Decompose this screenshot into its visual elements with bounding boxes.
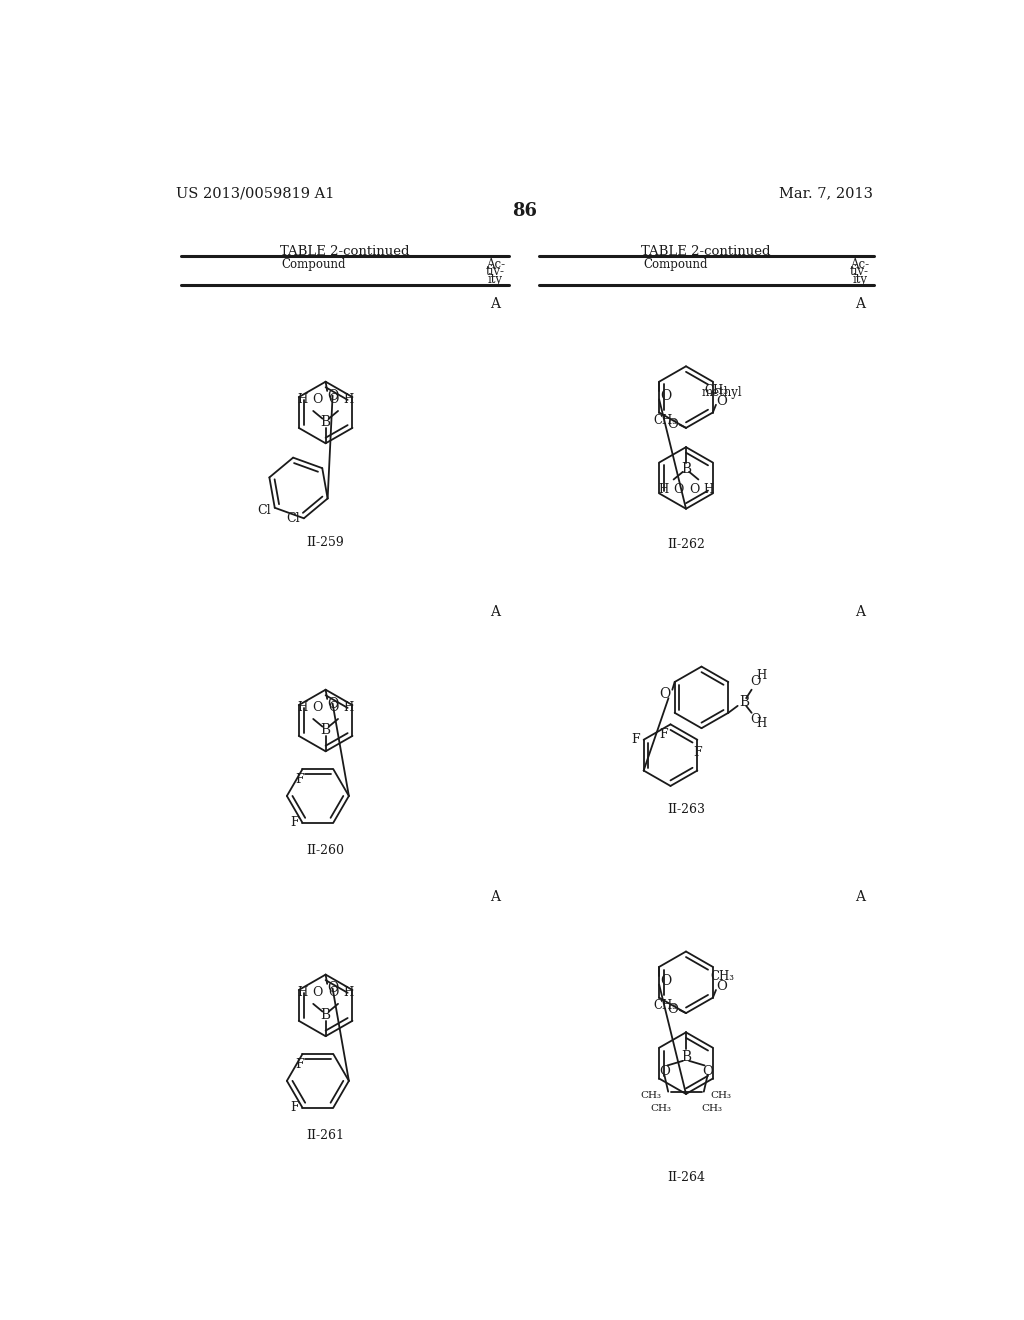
Text: Cl: Cl — [287, 512, 300, 525]
Text: F: F — [693, 746, 701, 759]
Text: CH₃: CH₃ — [654, 413, 678, 426]
Text: F: F — [296, 1059, 304, 1071]
Text: II-261: II-261 — [306, 1129, 345, 1142]
Text: A: A — [490, 890, 501, 904]
Text: US 2013/0059819 A1: US 2013/0059819 A1 — [176, 186, 335, 201]
Text: A: A — [490, 297, 501, 312]
Text: A: A — [855, 297, 864, 312]
Text: O: O — [328, 388, 338, 403]
Text: H: H — [343, 393, 353, 407]
Text: O: O — [689, 483, 699, 496]
Text: CH₃: CH₃ — [650, 1104, 671, 1113]
Text: F: F — [290, 816, 299, 829]
Text: TABLE 2-continued: TABLE 2-continued — [281, 244, 410, 257]
Text: O: O — [312, 701, 323, 714]
Text: H: H — [757, 718, 767, 730]
Text: tiv-: tiv- — [850, 265, 869, 279]
Text: A: A — [855, 605, 864, 619]
Text: II-262: II-262 — [667, 539, 705, 550]
Text: O: O — [750, 713, 761, 726]
Text: H: H — [343, 986, 353, 999]
Text: O: O — [329, 986, 339, 999]
Text: CH₃: CH₃ — [701, 1104, 722, 1113]
Text: O: O — [329, 701, 339, 714]
Text: O: O — [312, 393, 323, 407]
Text: methyl: methyl — [701, 385, 742, 399]
Text: II-263: II-263 — [667, 803, 705, 816]
Text: II-259: II-259 — [307, 536, 344, 549]
Text: O: O — [658, 1065, 670, 1078]
Text: F: F — [659, 729, 669, 742]
Text: H: H — [703, 483, 714, 496]
Text: II-264: II-264 — [667, 1171, 705, 1184]
Text: O: O — [717, 395, 728, 408]
Text: F: F — [631, 733, 640, 746]
Text: O: O — [673, 483, 683, 496]
Text: ity: ity — [852, 273, 867, 286]
Text: H: H — [298, 393, 308, 407]
Text: O: O — [660, 388, 672, 403]
Text: O: O — [660, 974, 672, 987]
Text: O: O — [668, 1003, 678, 1016]
Text: Mar. 7, 2013: Mar. 7, 2013 — [779, 186, 873, 201]
Text: Compound: Compound — [282, 257, 346, 271]
Text: F: F — [296, 774, 304, 787]
Text: O: O — [668, 417, 678, 430]
Text: F: F — [290, 1101, 299, 1114]
Text: Ac-: Ac- — [850, 257, 869, 271]
Text: O: O — [328, 697, 338, 710]
Text: O: O — [312, 986, 323, 999]
Text: II-260: II-260 — [306, 843, 345, 857]
Text: CH₃: CH₃ — [703, 384, 728, 397]
Text: A: A — [490, 605, 501, 619]
Text: H: H — [298, 701, 308, 714]
Text: A: A — [855, 890, 864, 904]
Text: Cl: Cl — [257, 503, 271, 516]
Text: H: H — [757, 669, 767, 682]
Text: B: B — [681, 462, 691, 475]
Text: H: H — [658, 483, 669, 496]
Text: CH₃: CH₃ — [641, 1092, 662, 1100]
Text: H: H — [343, 701, 353, 714]
Text: CH₃: CH₃ — [654, 999, 678, 1012]
Text: ity: ity — [487, 273, 503, 286]
Text: H: H — [298, 986, 308, 999]
Text: O: O — [717, 981, 728, 994]
Text: CH₃: CH₃ — [711, 1092, 731, 1100]
Text: Ac-: Ac- — [485, 257, 505, 271]
Text: B: B — [321, 723, 331, 737]
Text: O: O — [702, 1065, 713, 1078]
Text: B: B — [738, 696, 749, 709]
Text: Compound: Compound — [643, 257, 708, 271]
Text: B: B — [321, 414, 331, 429]
Text: TABLE 2-continued: TABLE 2-continued — [641, 244, 771, 257]
Text: O: O — [329, 393, 339, 407]
Text: CH₃: CH₃ — [711, 970, 734, 982]
Text: O: O — [750, 675, 761, 688]
Text: O: O — [328, 982, 338, 995]
Text: tiv-: tiv- — [485, 265, 505, 279]
Text: B: B — [321, 1007, 331, 1022]
Text: O: O — [659, 688, 671, 701]
Text: B: B — [681, 1049, 691, 1064]
Text: 86: 86 — [512, 202, 538, 219]
